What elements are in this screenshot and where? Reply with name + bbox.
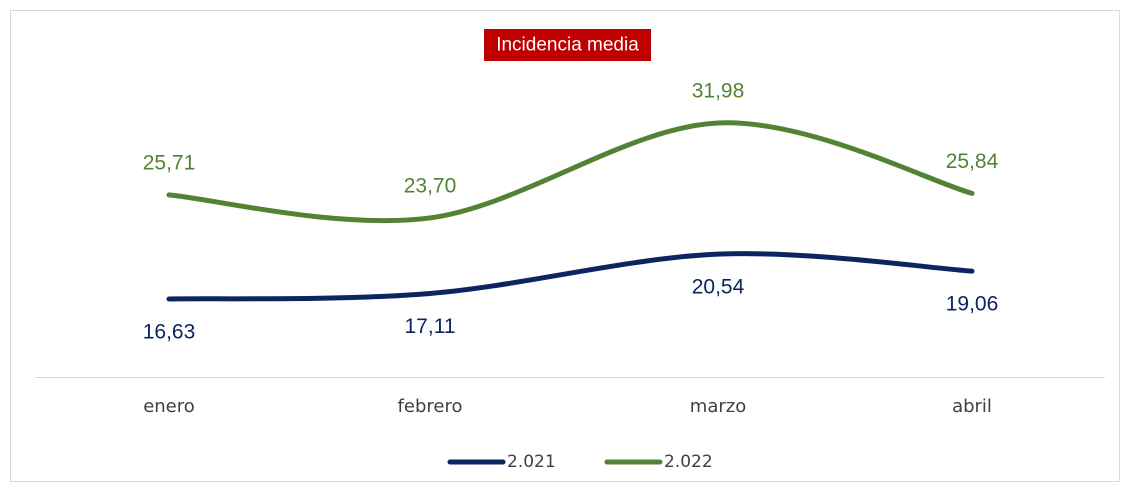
title-box xyxy=(484,29,651,61)
line xyxy=(166,120,975,224)
data-label: 25,71 xyxy=(143,151,196,174)
line xyxy=(166,251,975,302)
data-label: 25,84 xyxy=(946,150,999,173)
data-label: 20,54 xyxy=(692,276,745,299)
x-tick-label: febrero xyxy=(398,396,463,417)
chart-title: Incidencia media xyxy=(496,35,639,56)
data-label: 19,06 xyxy=(946,293,999,316)
x-tick-label: abril xyxy=(952,396,992,417)
legend-label: 2.022 xyxy=(664,452,713,472)
legend-label: 2.021 xyxy=(507,452,556,472)
data-label: 23,70 xyxy=(404,174,457,197)
data-label: 16,63 xyxy=(143,321,196,344)
x-tick-label: enero xyxy=(143,396,195,417)
x-tick-label: marzo xyxy=(690,396,746,417)
data-label: 17,11 xyxy=(405,315,456,338)
chart-frame xyxy=(10,10,1120,482)
data-label: 31,98 xyxy=(692,80,745,103)
